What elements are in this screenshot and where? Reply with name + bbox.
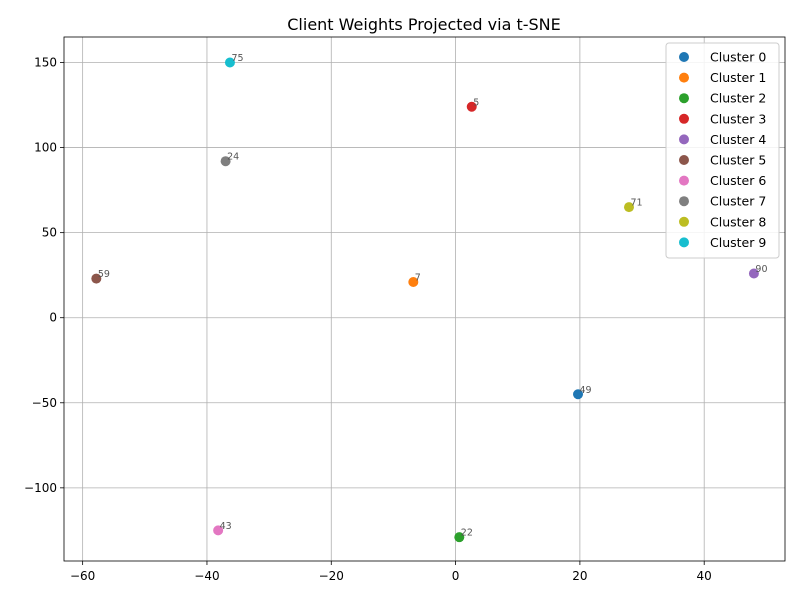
grid-layer xyxy=(64,37,785,561)
legend-marker-cluster-1 xyxy=(679,72,689,83)
legend-label: Cluster 1 xyxy=(710,70,766,85)
legend-marker-cluster-8 xyxy=(679,216,689,227)
legend-label: Cluster 2 xyxy=(710,91,766,106)
legend-label: Cluster 9 xyxy=(710,235,766,250)
point-label: 22 xyxy=(461,528,473,539)
legend-label: Cluster 3 xyxy=(710,111,766,126)
legend-label: Cluster 4 xyxy=(710,132,766,147)
scatter-point-cluster-3 xyxy=(466,101,477,112)
legend-frame xyxy=(665,42,780,259)
scatter-point-cluster-7 xyxy=(220,156,231,167)
x-tick-label: −40 xyxy=(194,569,219,583)
legend-marker-cluster-4 xyxy=(679,134,689,145)
y-tick-label: 100 xyxy=(34,141,57,155)
legend-marker-cluster-7 xyxy=(679,196,689,207)
scatter-point-cluster-1 xyxy=(408,276,419,287)
point-label: 7 xyxy=(415,272,421,283)
y-tick-label: 0 xyxy=(49,311,57,325)
y-tick-label: 150 xyxy=(34,56,57,70)
axes-frame xyxy=(63,36,786,562)
scatter-point-cluster-6 xyxy=(213,525,224,536)
legend-marker-cluster-9 xyxy=(679,237,689,248)
x-tick-label: 40 xyxy=(697,569,712,583)
x-tick-label: −60 xyxy=(70,569,95,583)
legend-marker-cluster-6 xyxy=(679,175,689,186)
point-label: 71 xyxy=(630,198,642,209)
scatter-point-cluster-4 xyxy=(748,268,759,279)
legend-label: Cluster 5 xyxy=(710,153,766,168)
scatter-point-cluster-9 xyxy=(224,57,235,68)
point-label: 5 xyxy=(473,97,479,108)
legend-label: Cluster 7 xyxy=(710,194,766,209)
legend-marker-cluster-0 xyxy=(679,52,689,62)
scatter-point-cluster-8 xyxy=(623,202,634,213)
scatter-point-cluster-0 xyxy=(573,389,584,400)
legend-label: Cluster 8 xyxy=(710,214,766,229)
legend-label: Cluster 0 xyxy=(710,50,766,65)
y-tick-label: −100 xyxy=(24,481,57,495)
y-tick-label: −50 xyxy=(32,396,57,410)
points-layer: 49 7 22 5 90 59 43 24 71 75 xyxy=(91,53,768,543)
point-label: 43 xyxy=(220,521,232,532)
legend-label: Cluster 6 xyxy=(710,173,766,188)
x-tick-label: 0 xyxy=(452,569,460,583)
scatter-point-cluster-5 xyxy=(91,273,102,284)
axes-layer: −60 −40 −20 0 20 40 −100 −50 0 50 100 150 xyxy=(24,36,786,583)
point-label: 49 xyxy=(580,385,592,396)
legend-marker-cluster-5 xyxy=(679,155,689,165)
scatter-point-cluster-2 xyxy=(454,532,465,543)
point-label: 59 xyxy=(98,269,110,280)
x-tick-label: 20 xyxy=(572,569,587,583)
legend: Cluster 0 Cluster 1 Cluster 2 Cluster 3 Clus… xyxy=(665,42,780,259)
y-tick-label: 50 xyxy=(42,226,57,240)
x-tick-label: −20 xyxy=(319,569,344,583)
point-label: 90 xyxy=(755,264,767,275)
point-label: 75 xyxy=(231,53,243,64)
legend-marker-cluster-2 xyxy=(679,93,689,104)
chart-title: Client Weights Projected via t-SNE xyxy=(287,15,560,34)
legend-marker-cluster-3 xyxy=(679,113,689,124)
point-label: 24 xyxy=(227,152,239,163)
